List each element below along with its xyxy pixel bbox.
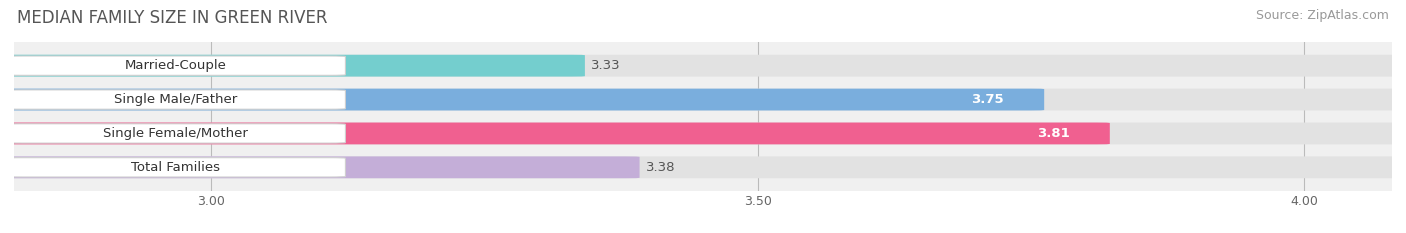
- FancyBboxPatch shape: [1, 89, 1045, 110]
- Text: Single Female/Mother: Single Female/Mother: [104, 127, 249, 140]
- Text: 3.33: 3.33: [592, 59, 621, 72]
- FancyBboxPatch shape: [1, 123, 1109, 144]
- FancyBboxPatch shape: [1, 156, 1405, 178]
- FancyBboxPatch shape: [7, 56, 346, 75]
- FancyBboxPatch shape: [7, 124, 346, 143]
- FancyBboxPatch shape: [1, 123, 1405, 144]
- FancyBboxPatch shape: [7, 158, 346, 177]
- Text: Single Male/Father: Single Male/Father: [114, 93, 238, 106]
- Text: 3.81: 3.81: [1036, 127, 1070, 140]
- Text: MEDIAN FAMILY SIZE IN GREEN RIVER: MEDIAN FAMILY SIZE IN GREEN RIVER: [17, 9, 328, 27]
- FancyBboxPatch shape: [1, 89, 1405, 110]
- Text: Source: ZipAtlas.com: Source: ZipAtlas.com: [1256, 9, 1389, 22]
- Text: 3.75: 3.75: [972, 93, 1004, 106]
- FancyBboxPatch shape: [1, 55, 585, 77]
- FancyBboxPatch shape: [7, 90, 346, 109]
- Text: 3.38: 3.38: [647, 161, 676, 174]
- Text: Total Families: Total Families: [131, 161, 221, 174]
- Text: Married-Couple: Married-Couple: [125, 59, 226, 72]
- FancyBboxPatch shape: [1, 156, 640, 178]
- FancyBboxPatch shape: [1, 55, 1405, 77]
